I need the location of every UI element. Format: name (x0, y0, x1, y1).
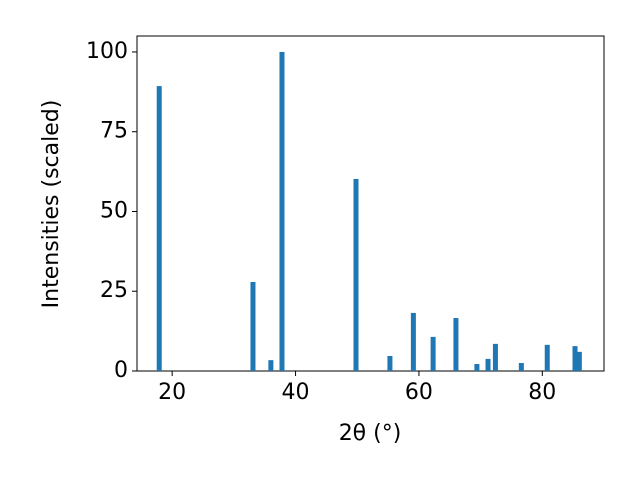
bar (485, 358, 491, 371)
x-tick-label: 60 (405, 380, 433, 405)
y-tick-label: 75 (100, 119, 128, 144)
x-tick-label: 40 (282, 380, 310, 405)
bar (576, 351, 582, 371)
y-tick-label: 0 (114, 358, 128, 383)
bar (544, 344, 550, 371)
bar (250, 281, 256, 371)
bar (492, 343, 498, 371)
bar (279, 51, 285, 371)
bar (430, 336, 436, 371)
bar (474, 363, 480, 371)
bar (572, 346, 578, 371)
bar (156, 86, 162, 371)
x-tick-label: 20 (158, 380, 186, 405)
x-axis-label: 2θ (°) (339, 421, 402, 446)
x-tick-label: 80 (528, 380, 556, 405)
bar (518, 363, 524, 371)
bar (410, 312, 416, 371)
plot-frame (136, 35, 605, 372)
bar (268, 360, 274, 371)
y-tick-label: 25 (100, 278, 128, 303)
y-tick-label: 100 (86, 39, 128, 64)
bar (353, 178, 359, 371)
y-tick-label: 50 (100, 198, 128, 223)
y-axis-label: Intensities (scaled) (39, 100, 64, 309)
bar (387, 356, 393, 371)
bar (453, 318, 459, 371)
